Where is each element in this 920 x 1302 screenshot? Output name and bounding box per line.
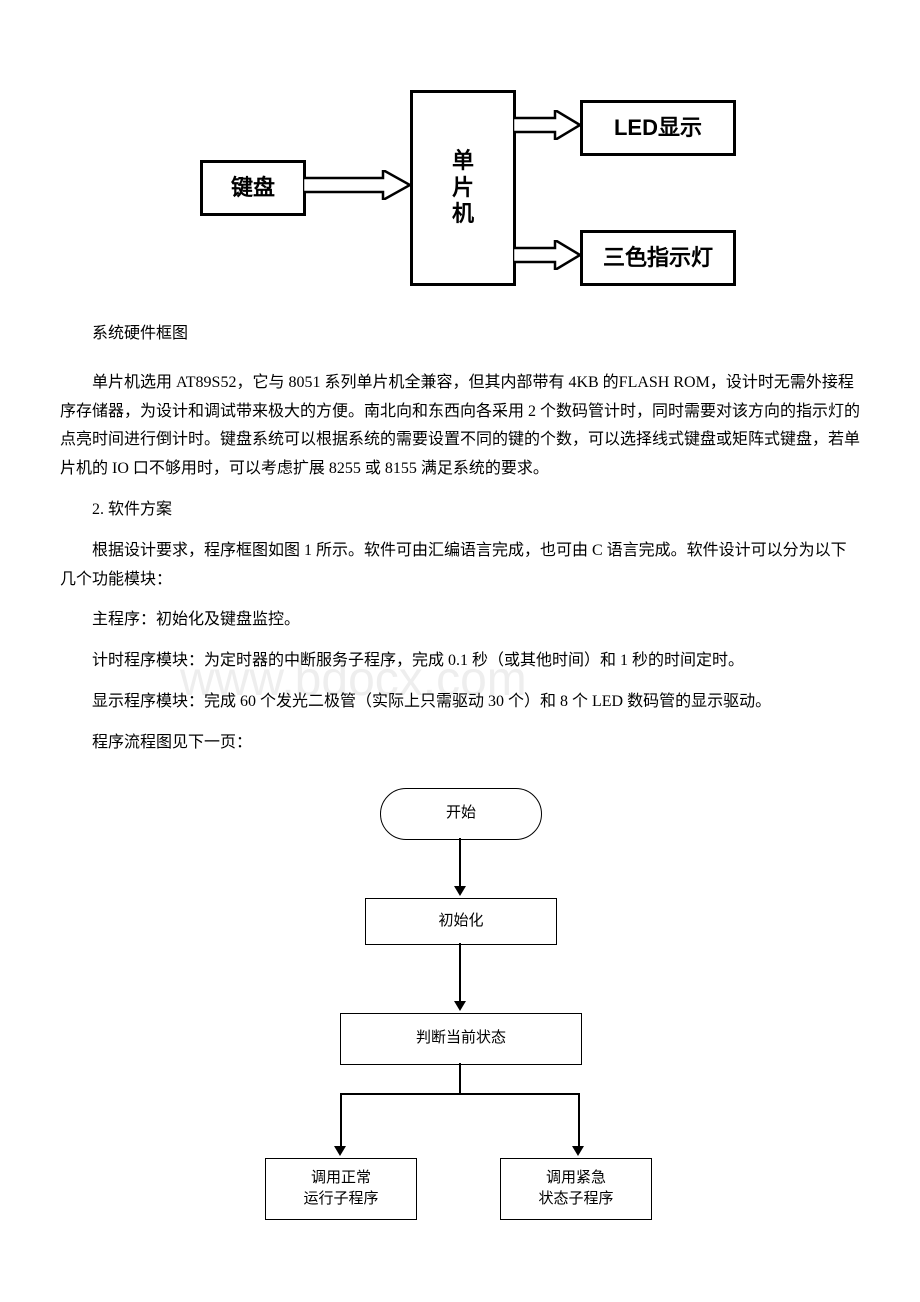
paragraph-display-module: 显示程序模块：完成 60 个发光二极管（实际上只需驱动 30 个）和 8 个 L…	[60, 688, 860, 717]
heading-software-plan: 2. 软件方案	[60, 496, 860, 525]
node-normal-subroutine: 调用正常 运行子程序	[265, 1158, 417, 1220]
arrow-init-to-judge	[454, 1001, 466, 1011]
edge-branch-left	[340, 1093, 342, 1148]
node-emergency-subroutine: 调用紧急 状态子程序	[500, 1158, 652, 1220]
arrow-branch-left	[334, 1146, 346, 1156]
arrow-keyboard-to-mcu	[303, 170, 410, 200]
edge-start-to-init	[459, 838, 461, 888]
edge-branch-horizontal	[340, 1093, 580, 1095]
edge-branch-right	[578, 1093, 580, 1148]
paragraph-timer-module: 计时程序模块：为定时器的中断服务子程序，完成 0.1 秒（或其他时间）和 1 秒…	[60, 647, 860, 676]
paragraph-software-intro: 根据设计要求，程序框图如图 1 所示。软件可由汇编语言完成，也可由 C 语言完成…	[60, 537, 860, 595]
edge-init-to-judge	[459, 943, 461, 1003]
node-init: 初始化	[365, 898, 557, 945]
node-judge-state: 判断当前状态	[340, 1013, 582, 1065]
hardware-diagram-caption: 系统硬件框图	[60, 320, 860, 349]
arrow-mcu-to-lights	[513, 240, 580, 270]
node-mcu: 单 片 机	[410, 90, 516, 286]
node-tricolor-lights: 三色指示灯	[580, 230, 736, 286]
node-start: 开始	[380, 788, 542, 840]
paragraph-flowchart-note: 程序流程图见下一页：	[60, 729, 860, 758]
paragraph-mcu-description: 单片机选用 AT89S52，它与 8051 系列单片机全兼容，但其内部带有 4K…	[60, 369, 860, 484]
arrow-branch-right	[572, 1146, 584, 1156]
arrow-start-to-init	[454, 886, 466, 896]
edge-judge-down	[459, 1063, 461, 1093]
arrow-mcu-to-led	[513, 110, 580, 140]
node-led-display: LED显示	[580, 100, 736, 156]
paragraph-main-program: 主程序：初始化及键盘监控。	[60, 606, 860, 635]
program-flowchart: 开始 初始化 判断当前状态 调用正常 运行子程序 调用紧急 状态子程序	[210, 788, 710, 1248]
node-keyboard: 键盘	[200, 160, 306, 216]
hardware-block-diagram: 键盘 单 片 机 LED显示 三色指示灯	[180, 80, 740, 300]
